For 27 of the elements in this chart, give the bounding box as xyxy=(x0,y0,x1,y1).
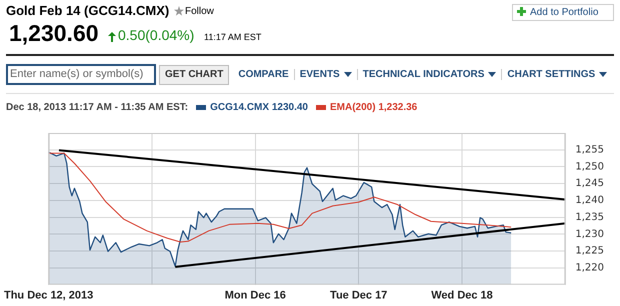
legend-label: EMA(200) 1,232.36 xyxy=(330,102,418,113)
y-tick-label: 1,230 xyxy=(575,228,604,240)
y-tick-label: 1,235 xyxy=(575,212,604,223)
text: 11:17 AM EST xyxy=(204,32,262,42)
legend-label: GCG14.CMX 1230.40 xyxy=(210,102,308,113)
text: GET CHART xyxy=(159,64,230,84)
text: EVENTS xyxy=(300,69,340,80)
y-tick-label: 1,245 xyxy=(575,178,604,190)
text: CHART SETTINGS xyxy=(507,69,596,80)
text: Add to Portfolio xyxy=(530,7,598,18)
x-tick-label: Mon Dec 16 xyxy=(224,289,286,302)
text: COMPARE xyxy=(238,69,289,80)
x-tick-label: Thu Dec 12, 2013 xyxy=(4,289,94,302)
legend-title: Dec 18, 2013 11:17 AM - 11:35 AM EST: xyxy=(6,102,188,113)
text: Follow xyxy=(185,6,214,17)
text: 1,230.60 xyxy=(9,20,99,47)
y-tick-label: 1,250 xyxy=(575,161,604,172)
x-tick-label: Tue Dec 17 xyxy=(330,289,388,302)
text: Enter name(s) or symbol(s) xyxy=(6,64,156,85)
chart-title: Gold Feb 14 (GCG14.CMX) xyxy=(6,3,170,18)
x-tick-label: Wed Dec 18 xyxy=(431,289,493,302)
y-tick-label: 1,240 xyxy=(575,195,604,206)
text: 0.50(0.04%) xyxy=(118,27,194,43)
y-tick-label: 1,225 xyxy=(575,246,604,257)
y-tick-label: 1,255 xyxy=(575,144,604,156)
text: TECHNICAL INDICATORS xyxy=(362,69,484,80)
y-tick-label: 1,220 xyxy=(575,262,604,274)
